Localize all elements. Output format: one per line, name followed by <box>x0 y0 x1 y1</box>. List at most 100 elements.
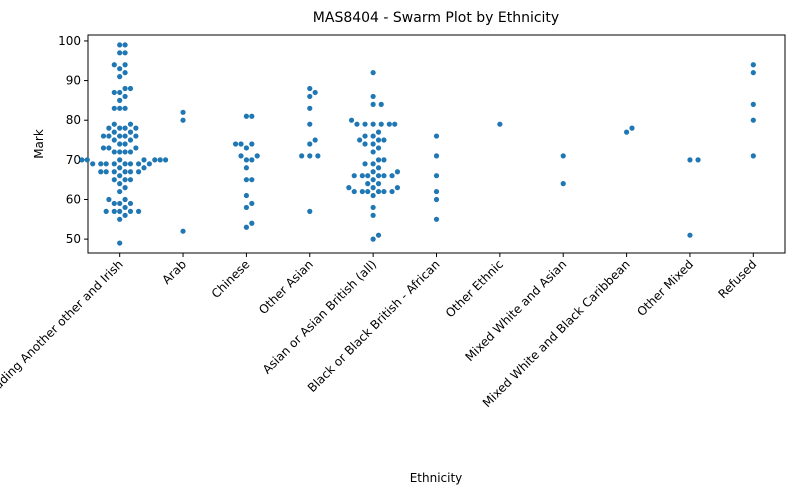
x-tick-label: Other Asian <box>256 257 316 317</box>
point <box>243 224 250 230</box>
point <box>111 121 117 127</box>
point <box>127 161 134 167</box>
point <box>180 109 186 115</box>
point <box>365 173 371 179</box>
point <box>389 188 395 195</box>
point <box>111 62 117 68</box>
point <box>98 169 104 175</box>
point <box>122 185 128 191</box>
point <box>117 149 123 155</box>
point <box>117 133 123 139</box>
point <box>103 208 109 214</box>
point <box>243 165 250 171</box>
point <box>135 208 142 214</box>
point <box>249 220 255 226</box>
point <box>370 101 376 107</box>
x-tick-label: White including Another other and Irish <box>0 257 126 434</box>
point <box>359 188 365 195</box>
point <box>98 161 104 167</box>
point <box>122 70 128 76</box>
point <box>362 133 368 139</box>
point <box>750 70 756 76</box>
point <box>122 161 128 167</box>
point <box>243 177 250 183</box>
point <box>346 185 352 191</box>
point <box>307 93 313 100</box>
point <box>117 97 123 103</box>
point <box>122 50 128 56</box>
point <box>378 101 384 107</box>
point <box>629 125 635 131</box>
point <box>370 204 376 211</box>
point <box>497 121 503 127</box>
point <box>141 165 147 171</box>
point <box>307 121 313 127</box>
point <box>111 129 117 135</box>
point <box>111 169 117 175</box>
point <box>117 188 123 195</box>
x-tick-label: Other Ethnic <box>443 257 506 320</box>
y-tick-label: 80 <box>66 113 81 127</box>
point <box>106 196 112 203</box>
point <box>433 196 440 203</box>
point <box>362 161 368 167</box>
point <box>370 236 376 242</box>
point <box>365 188 371 195</box>
point <box>117 125 123 131</box>
point <box>111 149 117 155</box>
point <box>127 137 134 143</box>
point <box>312 89 318 96</box>
point <box>122 133 128 139</box>
x-tick-label: Asian or Asian British (all) <box>260 257 379 376</box>
point <box>750 62 756 68</box>
point <box>117 89 123 96</box>
point <box>111 200 117 207</box>
point <box>362 141 368 147</box>
x-tick-label: Arab <box>159 257 189 287</box>
point <box>695 157 701 163</box>
point <box>243 157 250 163</box>
point <box>560 181 566 187</box>
point <box>111 177 117 183</box>
point <box>127 149 134 155</box>
point <box>354 121 360 127</box>
point <box>122 93 128 100</box>
point <box>122 42 128 48</box>
point <box>370 192 376 199</box>
point <box>127 169 134 175</box>
point <box>117 165 123 171</box>
point <box>394 185 401 191</box>
point <box>243 113 250 119</box>
point <box>560 153 566 159</box>
point <box>381 173 387 179</box>
point <box>307 208 313 214</box>
point <box>312 137 318 143</box>
point <box>249 177 255 183</box>
point <box>433 188 440 195</box>
point <box>122 212 128 218</box>
point <box>180 228 186 234</box>
point <box>127 85 134 92</box>
point <box>370 185 376 191</box>
point <box>111 137 117 143</box>
point <box>370 212 376 218</box>
chart-title: MAS8404 - Swarm Plot by Ethnicity <box>313 10 559 26</box>
point <box>100 133 107 139</box>
point <box>103 169 109 175</box>
point <box>238 153 244 159</box>
point <box>122 177 128 183</box>
point <box>103 161 109 167</box>
point <box>370 133 376 139</box>
point <box>315 153 321 159</box>
point <box>375 188 382 195</box>
point <box>117 74 123 80</box>
point <box>141 157 147 163</box>
point <box>249 157 255 163</box>
x-axis-label: Ethnicity <box>410 471 463 485</box>
point <box>127 177 134 183</box>
point <box>122 196 128 203</box>
point <box>243 204 250 211</box>
point <box>117 141 123 147</box>
point <box>90 161 96 167</box>
